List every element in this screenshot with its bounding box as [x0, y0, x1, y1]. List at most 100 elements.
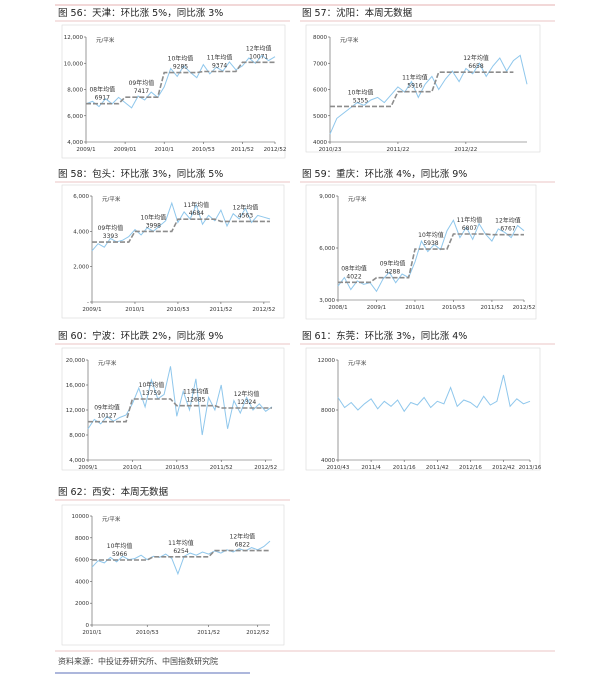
figure-title: 图 62：西安：本周无数据 — [58, 486, 169, 498]
y-tick-label: 4,000 — [73, 229, 89, 235]
average-value: 6767 — [500, 226, 515, 233]
x-tick-label: 2012/52 — [513, 305, 536, 311]
average-value: 6807 — [462, 225, 477, 232]
chart-frame — [305, 184, 537, 320]
average-value: 9374 — [212, 62, 227, 69]
average-label: 12年均值 — [246, 44, 272, 52]
average-value: 6254 — [173, 548, 188, 555]
average-value: 12324 — [237, 399, 256, 406]
price-line — [337, 374, 531, 413]
price-line — [87, 366, 273, 436]
average-line — [88, 398, 272, 423]
chart-frame — [61, 347, 285, 471]
y-tick-label: 6000 — [75, 558, 89, 564]
x-tick-label: 2011/42 — [426, 465, 449, 471]
chart-frame — [305, 347, 541, 471]
y-tick-label: 0 — [86, 623, 90, 629]
y-tick-label: 8,000 — [67, 88, 83, 94]
x-tick-label: 2012/52 — [246, 630, 269, 636]
x-tick-label: 2008/1 — [328, 305, 347, 311]
average-value: 6658 — [468, 63, 483, 70]
average-value: 10071 — [249, 53, 268, 60]
x-tick-label: 2010/1 — [405, 305, 424, 311]
x-tick-label: 2013/16 — [519, 465, 542, 471]
average-value: 7417 — [134, 88, 149, 95]
x-tick-label: 2010/1 — [125, 307, 144, 313]
y-tick-label: 4,000 — [67, 140, 83, 146]
y-tick-label: 12,000 — [66, 408, 86, 414]
average-label: 12年均值 — [463, 54, 489, 62]
figure-title: 图 59：重庆：环比涨 4%，同比涨 9% — [302, 168, 467, 180]
average-label: 11年均值 — [168, 539, 194, 547]
average-value: 9285 — [173, 64, 188, 71]
figure-title: 图 56：天津：环比涨 5%，同比涨 3% — [58, 7, 223, 19]
average-value: 5916 — [407, 83, 422, 90]
average-value: 4022 — [346, 273, 361, 280]
x-tick-label: 2012/52 — [264, 147, 287, 153]
unit-label: 元/平米 — [102, 195, 121, 203]
x-tick-label: 2012/52 — [252, 307, 275, 313]
average-label: 08年均值 — [341, 264, 367, 272]
x-tick-label: 2010/1 — [123, 465, 142, 471]
average-value: 3998 — [146, 222, 161, 229]
y-tick-label: 3,000 — [319, 298, 335, 304]
x-tick-label: 2011/22 — [387, 147, 410, 153]
average-value: 4684 — [189, 210, 204, 217]
price-line — [85, 54, 276, 109]
average-label: 11年均值 — [457, 216, 483, 224]
unit-label: 元/平米 — [98, 359, 117, 367]
unit-label: 元/平米 — [102, 515, 121, 523]
x-tick-label: 2009/1 — [78, 465, 97, 471]
price-line — [91, 540, 271, 576]
x-tick-label: 2011/16 — [393, 465, 416, 471]
y-tick-label: 8,000 — [69, 433, 85, 439]
average-label: 11年均值 — [207, 53, 233, 61]
x-tick-label: 2012/22 — [454, 147, 477, 153]
average-value: 4288 — [385, 269, 400, 276]
average-value: 12685 — [186, 397, 205, 404]
y-tick-label: 8000 — [321, 408, 335, 414]
x-tick-label: 2011/52 — [210, 465, 233, 471]
x-tick-label: 2009/1 — [76, 147, 95, 153]
average-value: 13759 — [142, 390, 161, 397]
x-tick-label: 2011/4 — [361, 465, 381, 471]
average-line — [92, 218, 270, 243]
y-tick-label: 9,000 — [319, 194, 335, 200]
average-label: 09年均值 — [380, 260, 406, 268]
y-tick-label: 12000 — [318, 358, 336, 364]
x-tick-label: 2010/53 — [442, 305, 465, 311]
average-label: 10年均值 — [141, 213, 167, 221]
chart-frame — [61, 504, 285, 646]
y-tick-label: 7000 — [313, 61, 327, 67]
y-tick-label: 6,000 — [319, 246, 335, 252]
average-label: 10年均值 — [168, 55, 194, 63]
x-tick-label: 2009/1 — [367, 305, 386, 311]
unit-label: 元/平米 — [340, 36, 359, 44]
average-label: 11年均值 — [183, 388, 209, 396]
y-tick-label: 6,000 — [67, 114, 83, 120]
unit-label: 元/平米 — [348, 195, 367, 203]
average-value: 5966 — [112, 551, 127, 558]
y-tick-label: 5000 — [313, 114, 327, 120]
y-tick-label: 8000 — [313, 35, 327, 41]
figure-title: 图 60：宁波：环比跌 2%，同比涨 9% — [58, 330, 223, 342]
figure-title: 图 57：沈阳：本周无数据 — [302, 7, 413, 19]
y-tick-label: 6,000 — [73, 194, 89, 200]
y-tick-label: 20,000 — [66, 358, 86, 364]
average-label: 12年均值 — [234, 390, 260, 398]
average-label: 11年均值 — [402, 74, 428, 82]
x-tick-label: 2012/42 — [492, 465, 515, 471]
y-tick-label: 16,000 — [66, 383, 86, 389]
x-tick-label: 2009/1 — [82, 307, 101, 313]
figure-title: 图 58：包头：环比涨 3%，同比涨 5% — [58, 168, 223, 180]
y-tick-label: 4,000 — [69, 458, 85, 464]
average-line — [86, 61, 275, 105]
average-label: 12年均值 — [230, 533, 256, 541]
source-note: 资料来源：中投证券研究所、中国指数研究院 — [58, 656, 218, 666]
y-tick-label: 6000 — [313, 88, 327, 94]
figure-title: 图 61：东莞：环比涨 3%，同比涨 4% — [302, 330, 467, 342]
average-label: 10年均值 — [348, 88, 374, 96]
x-tick-label: 2011/52 — [481, 305, 504, 311]
x-tick-label: 2010/53 — [136, 630, 159, 636]
